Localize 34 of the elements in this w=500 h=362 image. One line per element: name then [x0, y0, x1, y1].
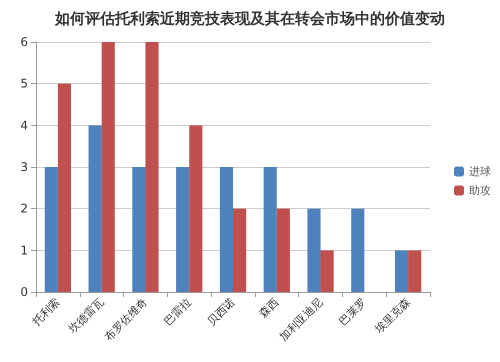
bar: [351, 208, 364, 292]
x-tick-label: 坎德雷瓦: [65, 295, 106, 336]
bar: [233, 208, 246, 292]
bar: [176, 167, 190, 292]
bar: [145, 42, 159, 292]
bar: [189, 125, 202, 292]
x-tick-label: 森西: [256, 295, 282, 320]
bar: [264, 167, 277, 292]
y-tick-label: 1: [20, 243, 28, 258]
y-tick-label: 3: [20, 160, 28, 174]
y-tick-label: 0: [20, 285, 28, 299]
x-tick-label: 巴莱罗: [336, 295, 369, 328]
y-tick-label: 4: [20, 118, 28, 132]
bar: [320, 250, 334, 292]
bar: [88, 125, 102, 292]
bar: [44, 167, 58, 292]
legend-label: 进球: [469, 165, 491, 178]
x-tick-label: 埃里克森: [372, 295, 413, 336]
bar: [132, 167, 146, 292]
bar: [408, 250, 422, 292]
x-tick-label: 巴雷拉: [161, 295, 194, 328]
x-tick-label: 托利索: [29, 295, 62, 329]
x-tick-label: 贝西诺: [205, 295, 238, 328]
bar: [220, 167, 233, 292]
bar: [307, 208, 321, 292]
chart-title: 如何评估托利索近期竞技表现及其在转会市场中的价值变动: [54, 10, 445, 28]
legend-label: 助攻: [469, 184, 491, 197]
y-tick-label: 6: [20, 35, 28, 49]
y-tick-label: 5: [20, 76, 28, 91]
bar: [394, 250, 408, 292]
bar: [102, 42, 115, 292]
bar: [276, 208, 290, 292]
y-tick-label: 2: [20, 202, 28, 216]
bar: [58, 84, 72, 292]
